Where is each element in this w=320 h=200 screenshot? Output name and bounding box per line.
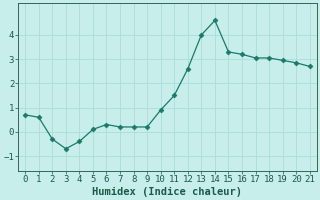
X-axis label: Humidex (Indice chaleur): Humidex (Indice chaleur): [92, 186, 243, 197]
